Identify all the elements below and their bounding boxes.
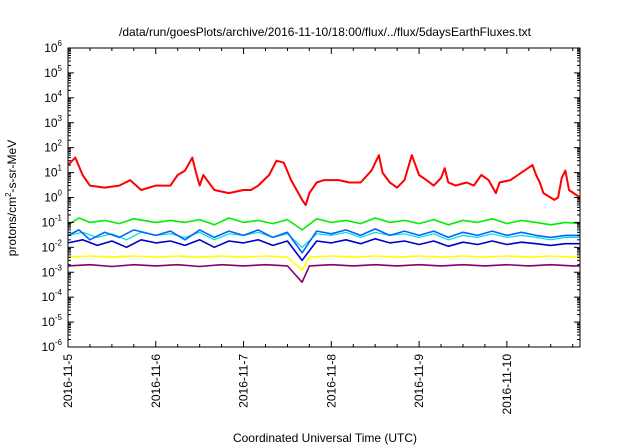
y-tick-label: 105 (44, 64, 62, 80)
y-tick-label-base: 10 (42, 240, 56, 254)
y-tick-label-exp: 2 (58, 139, 63, 148)
series-line-6 (68, 255, 580, 272)
y-tick-label: 103 (44, 114, 62, 130)
y-tick-label-base: 10 (42, 265, 56, 279)
y-tick-label: 101 (44, 164, 62, 180)
y-tick-label-exp: 0 (58, 189, 63, 198)
y-axis-label-sup: 2 (4, 192, 13, 197)
y-tick-label-exp: -2 (55, 238, 63, 247)
y-tick-label-exp: 1 (58, 164, 63, 173)
y-tick-label-base: 10 (44, 41, 58, 55)
chart-title: /data/run/goesPlots/archive/2016-11-10/1… (119, 25, 532, 39)
y-tick-label-exp: -1 (55, 213, 63, 222)
y-tick-label: 10-6 (42, 338, 63, 354)
y-tick-label-base: 10 (44, 66, 58, 80)
y-axis-label-rest: -s-sr-MeV (5, 140, 19, 193)
y-tick-label: 102 (44, 139, 62, 155)
y-tick-label: 10-3 (42, 263, 63, 279)
y-axis-label: protons/cm2-s-sr-MeV (4, 140, 19, 256)
x-tick-label: 2016-11-6 (149, 354, 163, 408)
y-tick-label-exp: -3 (55, 263, 63, 272)
y-tick-label: 104 (44, 89, 62, 105)
y-tick-label: 100 (44, 189, 62, 205)
x-tick-label: 2016-11-5 (61, 354, 75, 408)
y-tick-label-base: 10 (44, 116, 58, 130)
y-axis-label-base: protons/cm (5, 197, 19, 256)
y-axis: 10-610-510-410-310-210-11001011021031041… (42, 39, 580, 354)
y-tick-label-base: 10 (44, 141, 58, 155)
x-tick-label: 2016-11-8 (324, 354, 338, 408)
y-tick-label: 10-1 (42, 213, 63, 229)
y-tick-label-exp: 5 (58, 64, 63, 73)
x-tick-label: 2016-11-10 (500, 354, 514, 415)
y-tick-label-exp: 4 (58, 89, 63, 98)
y-tick-label-base: 10 (44, 166, 58, 180)
y-tick-label: 10-4 (42, 288, 63, 304)
y-tick-label-base: 10 (44, 191, 58, 205)
y-tick-label: 10-2 (42, 238, 63, 254)
x-axis: 2016-11-5 2016-11-6 2016-11-7 2016-11-8 2016… (61, 48, 574, 415)
y-tick-label-exp: -4 (55, 288, 63, 297)
series-line-1 (68, 154, 580, 206)
y-tick-label-exp: -5 (55, 313, 63, 322)
y-tick-label-base: 10 (42, 315, 56, 329)
y-tick-label-base: 10 (42, 215, 56, 229)
x-tick-label: 2016-11-9 (412, 354, 426, 408)
series-line-2 (68, 217, 580, 231)
x-axis-label: Coordinated Universal Time (UTC) (233, 431, 417, 445)
y-tick-label: 10-5 (42, 313, 63, 329)
series-line-4 (68, 228, 580, 254)
y-tick-label-exp: -6 (55, 338, 63, 347)
plot-frame (67, 47, 581, 348)
series-layer (68, 154, 580, 284)
y-tick-label-base: 10 (44, 91, 58, 105)
y-tick-label-base: 10 (42, 340, 56, 354)
x-tick-label: 2016-11-7 (237, 354, 251, 408)
y-tick-label-base: 10 (42, 290, 56, 304)
y-tick-label-exp: 3 (58, 114, 63, 123)
y-tick-label-exp: 6 (58, 39, 63, 48)
series-line-7 (68, 263, 580, 284)
y-tick-label: 106 (44, 39, 62, 55)
series-line-5 (68, 238, 580, 262)
